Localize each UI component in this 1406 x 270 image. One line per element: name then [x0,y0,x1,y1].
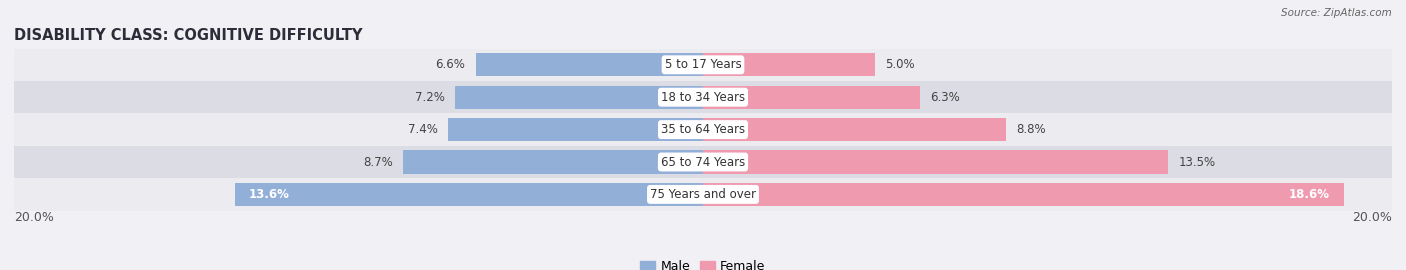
Text: 13.5%: 13.5% [1178,156,1216,168]
Text: 35 to 64 Years: 35 to 64 Years [661,123,745,136]
Legend: Male, Female: Male, Female [637,257,769,270]
Bar [235,183,703,206]
Text: 13.6%: 13.6% [249,188,290,201]
Text: 5.0%: 5.0% [886,58,915,71]
Bar [475,53,703,76]
Text: 5 to 17 Years: 5 to 17 Years [665,58,741,71]
Bar [456,86,703,109]
Bar [449,118,703,141]
Bar [14,49,1392,81]
Text: 6.3%: 6.3% [931,91,960,104]
Text: 20.0%: 20.0% [14,211,53,224]
Text: 18 to 34 Years: 18 to 34 Years [661,91,745,104]
Text: DISABILITY CLASS: COGNITIVE DIFFICULTY: DISABILITY CLASS: COGNITIVE DIFFICULTY [14,28,363,43]
Text: 18.6%: 18.6% [1289,188,1330,201]
Text: 8.7%: 8.7% [363,156,392,168]
Text: 75 Years and over: 75 Years and over [650,188,756,201]
Bar [703,118,1007,141]
Bar [703,183,1344,206]
Text: 7.2%: 7.2% [415,91,444,104]
Bar [14,113,1392,146]
Text: 65 to 74 Years: 65 to 74 Years [661,156,745,168]
Bar [703,86,920,109]
Bar [14,178,1392,211]
Text: 7.4%: 7.4% [408,123,437,136]
Text: Source: ZipAtlas.com: Source: ZipAtlas.com [1281,8,1392,18]
Text: 20.0%: 20.0% [1353,211,1392,224]
Bar [703,53,875,76]
Text: 8.8%: 8.8% [1017,123,1046,136]
Text: 6.6%: 6.6% [436,58,465,71]
Bar [703,150,1168,174]
Bar [14,146,1392,178]
Bar [14,81,1392,113]
Bar [404,150,703,174]
